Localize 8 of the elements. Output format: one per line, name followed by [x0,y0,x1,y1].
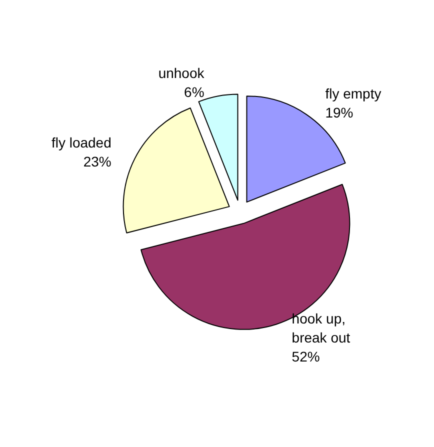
slice-label: unhook [158,64,206,81]
data-label: 6% [184,84,204,100]
slice-label: hook up, break out [292,310,350,346]
slice-label: fly loaded [51,134,112,151]
data-label: 19% [325,104,354,120]
data-label: 23% [83,154,112,170]
data-label: 52% [292,348,320,365]
slice-label: fly empty [325,85,382,102]
